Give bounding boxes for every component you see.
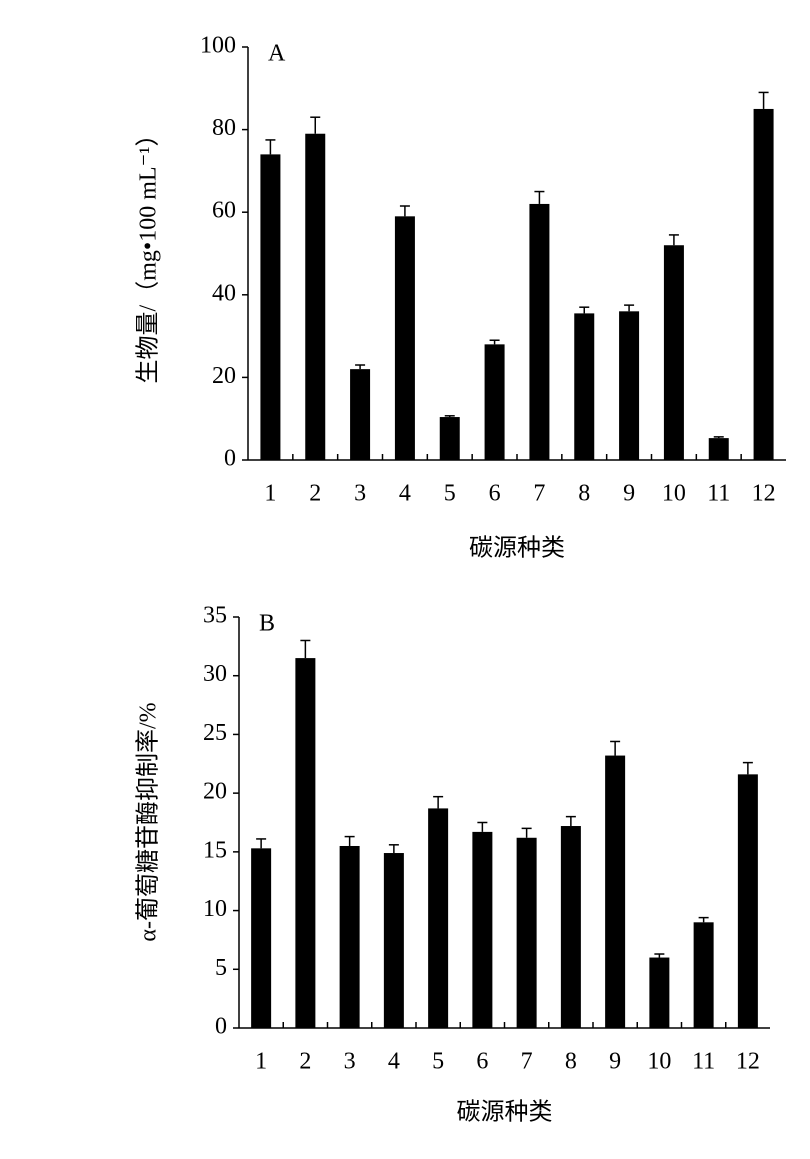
error-bar: [444, 415, 455, 418]
x-tick-label: 5: [444, 481, 456, 507]
bar: [394, 216, 415, 460]
error-bar: [534, 190, 545, 204]
error-bar: [521, 827, 532, 838]
bar: [663, 245, 684, 460]
bar: [260, 154, 281, 460]
error-bar: [654, 953, 665, 958]
bar: [708, 438, 729, 460]
bar: [251, 848, 272, 1028]
panel-label: B: [259, 611, 275, 637]
y-tick-label: 35: [203, 603, 227, 629]
x-tick-label: 12: [736, 1049, 760, 1075]
bar: [693, 922, 714, 1028]
bar: [737, 774, 758, 1028]
bar: [350, 369, 371, 460]
error-bar: [388, 844, 399, 854]
y-tick-label: 15: [203, 837, 227, 863]
x-tick-label: 6: [489, 481, 501, 507]
error-bar: [433, 795, 444, 809]
y-tick-label: 60: [212, 198, 236, 224]
error-bar: [477, 821, 488, 832]
y-tick-label: 10: [203, 896, 227, 922]
y-tick-label: 40: [212, 280, 236, 306]
bar: [560, 826, 581, 1028]
x-tick-label: 8: [578, 481, 590, 507]
bar: [472, 831, 493, 1028]
y-tick-label: 100: [200, 33, 236, 59]
x-tick-label: 10: [662, 481, 686, 507]
error-bar: [668, 234, 679, 246]
x-tick-label: 11: [692, 1049, 715, 1075]
bar: [383, 853, 404, 1028]
error-bar: [344, 835, 355, 846]
y-tick-label: 25: [203, 720, 227, 746]
bar: [516, 837, 537, 1028]
x-tick-label: 4: [399, 481, 411, 507]
y-axis-label: α-葡萄糖苷酶抑制率/%: [135, 702, 162, 941]
x-tick-label: 7: [521, 1049, 533, 1075]
y-tick-label: 0: [224, 446, 236, 472]
error-bar: [565, 815, 576, 827]
x-tick-label: 1: [264, 481, 276, 507]
panel-label: A: [268, 41, 286, 67]
y-tick-label: 0: [215, 1014, 227, 1040]
x-tick-label: 3: [354, 481, 366, 507]
y-tick-label: 20: [203, 779, 227, 805]
y-tick-label: 30: [203, 661, 227, 687]
error-bar: [698, 916, 709, 923]
bar: [529, 203, 550, 460]
x-tick-label: 5: [432, 1049, 444, 1075]
bar: [619, 311, 640, 460]
error-bar: [265, 139, 276, 155]
bar: [574, 313, 595, 460]
error-bar: [579, 306, 590, 314]
y-tick-label: 5: [215, 955, 227, 981]
y-tick-label: 20: [212, 363, 236, 389]
x-tick-label: 6: [476, 1049, 488, 1075]
bar: [339, 845, 360, 1028]
x-tick-label: 9: [609, 1049, 621, 1075]
bar: [428, 808, 449, 1028]
bar: [305, 133, 326, 461]
error-bar: [489, 339, 500, 345]
bar: [605, 755, 626, 1028]
x-tick-label: 11: [707, 481, 730, 507]
error-bar: [399, 205, 410, 217]
error-bar: [742, 761, 753, 775]
x-tick-label: 2: [299, 1049, 311, 1075]
x-axis-label: 碳源种类: [469, 535, 565, 562]
bar: [753, 108, 774, 460]
error-bar: [355, 364, 366, 370]
x-tick-label: 7: [533, 481, 545, 507]
x-tick-label: 10: [647, 1049, 671, 1075]
y-axis-label: 生物量/（mg•100 mL⁻¹）: [135, 123, 162, 384]
error-bar: [624, 304, 635, 312]
x-axis-label: 碳源种类: [457, 1099, 553, 1126]
error-bar: [610, 740, 621, 756]
bar: [649, 957, 670, 1028]
x-tick-label: 2: [309, 481, 321, 507]
error-bar: [300, 639, 311, 659]
x-tick-label: 1: [255, 1049, 267, 1075]
x-tick-label: 9: [623, 481, 635, 507]
bar: [295, 658, 316, 1028]
error-bar: [713, 436, 724, 439]
bar: [439, 417, 460, 460]
error-bar: [310, 116, 321, 134]
x-tick-label: 4: [388, 1049, 400, 1075]
error-bar: [256, 838, 267, 849]
x-tick-label: 8: [565, 1049, 577, 1075]
x-tick-label: 12: [752, 481, 776, 507]
error-bar: [758, 91, 769, 109]
y-tick-label: 80: [212, 115, 236, 141]
bar: [484, 344, 505, 460]
x-tick-label: 3: [344, 1049, 356, 1075]
